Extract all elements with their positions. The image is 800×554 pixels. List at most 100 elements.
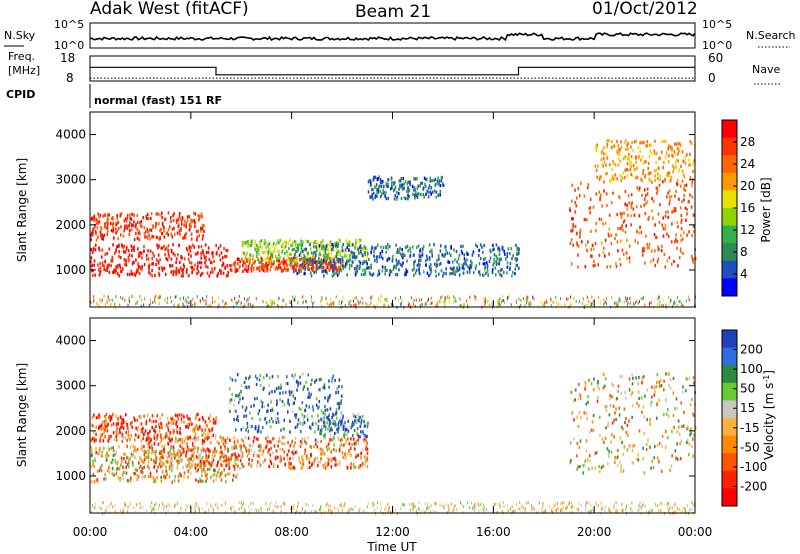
data-cell bbox=[516, 247, 519, 252]
data-cell bbox=[286, 259, 289, 263]
data-cell bbox=[235, 428, 237, 432]
data-cell bbox=[577, 397, 580, 401]
data-cell bbox=[336, 269, 338, 273]
data-cell bbox=[173, 451, 175, 455]
data-cell bbox=[258, 460, 260, 464]
data-cell bbox=[463, 262, 465, 266]
data-cell bbox=[112, 225, 114, 229]
ground-scatter-cell bbox=[401, 298, 403, 302]
data-cell bbox=[216, 470, 219, 474]
data-cell bbox=[608, 213, 611, 217]
data-cell bbox=[282, 242, 285, 246]
data-cell bbox=[163, 266, 166, 270]
data-cell bbox=[256, 251, 258, 255]
data-cell bbox=[393, 264, 395, 268]
data-cell bbox=[493, 253, 496, 257]
data-cell bbox=[661, 434, 664, 438]
ground-scatter-cell bbox=[333, 301, 335, 305]
data-cell bbox=[466, 270, 469, 274]
data-cell bbox=[259, 445, 261, 449]
data-cell bbox=[221, 453, 224, 458]
data-cell bbox=[279, 266, 282, 270]
ground-scatter-cell bbox=[333, 506, 335, 510]
data-cell bbox=[242, 396, 244, 400]
ground-scatter-cell bbox=[636, 299, 638, 303]
data-cell bbox=[422, 270, 425, 274]
data-cell bbox=[315, 442, 317, 446]
data-cell bbox=[639, 149, 641, 154]
data-cell bbox=[178, 243, 180, 248]
freq-tick-top: 18 bbox=[60, 51, 75, 65]
data-cell bbox=[129, 478, 132, 483]
cpid-label: CPID bbox=[6, 88, 35, 101]
freq-label-1: Freq. bbox=[8, 50, 35, 63]
data-cell bbox=[609, 265, 612, 269]
data-cell bbox=[133, 248, 135, 252]
data-cell bbox=[161, 455, 164, 459]
data-cell bbox=[101, 463, 103, 467]
data-cell bbox=[193, 453, 195, 458]
data-cell bbox=[506, 265, 509, 269]
ground-scatter-cell bbox=[99, 304, 101, 308]
data-cell bbox=[688, 163, 690, 167]
data-cell bbox=[305, 454, 308, 458]
data-cell bbox=[665, 372, 667, 376]
data-cell bbox=[327, 253, 329, 257]
data-cell bbox=[118, 467, 120, 471]
data-cell bbox=[335, 391, 337, 395]
data-cell bbox=[352, 251, 354, 255]
data-cell bbox=[606, 156, 609, 160]
ground-scatter-cell bbox=[243, 508, 245, 512]
noise-left-tick-bottom: 10^0 bbox=[54, 39, 84, 52]
data-cell bbox=[253, 436, 256, 440]
data-cell bbox=[315, 403, 318, 407]
data-cell bbox=[276, 241, 278, 245]
data-cell bbox=[91, 231, 93, 235]
data-cell bbox=[158, 212, 160, 217]
data-cell bbox=[150, 420, 153, 424]
data-cell bbox=[288, 461, 290, 465]
data-cell bbox=[282, 260, 285, 265]
ground-scatter-cell bbox=[252, 303, 254, 307]
data-cell bbox=[353, 252, 356, 256]
data-cell bbox=[190, 237, 193, 241]
data-cell bbox=[618, 149, 621, 154]
ground-scatter-cell bbox=[526, 301, 527, 305]
data-cell bbox=[605, 408, 608, 413]
data-cell bbox=[394, 194, 396, 198]
data-cell bbox=[327, 415, 329, 419]
data-cell bbox=[601, 162, 603, 167]
data-cell bbox=[324, 427, 327, 431]
data-cell bbox=[353, 442, 356, 446]
data-cell bbox=[418, 268, 420, 272]
data-cell bbox=[143, 449, 146, 453]
data-cell bbox=[280, 457, 282, 461]
data-cell bbox=[194, 220, 196, 225]
data-cell bbox=[285, 268, 287, 272]
ground-scatter-cell bbox=[502, 295, 504, 299]
data-cell bbox=[98, 452, 101, 456]
data-cell bbox=[375, 194, 377, 198]
data-cell bbox=[93, 259, 96, 263]
data-cell bbox=[222, 436, 225, 440]
data-cell bbox=[233, 440, 236, 444]
data-cell bbox=[202, 418, 205, 422]
data-cell bbox=[324, 466, 327, 470]
data-cell bbox=[360, 272, 363, 277]
data-cell bbox=[197, 270, 200, 274]
data-cell bbox=[671, 222, 673, 226]
data-cell bbox=[169, 434, 171, 438]
data-cell bbox=[328, 441, 330, 445]
data-cell bbox=[678, 149, 680, 153]
data-cell bbox=[656, 381, 658, 385]
data-cell bbox=[356, 255, 358, 259]
data-cell bbox=[423, 176, 426, 180]
data-cell bbox=[407, 197, 409, 201]
data-cell bbox=[204, 464, 207, 468]
data-cell bbox=[611, 382, 613, 386]
data-cell bbox=[643, 248, 645, 252]
data-cell bbox=[313, 462, 315, 466]
data-cell bbox=[140, 224, 143, 228]
ground-scatter-cell bbox=[297, 301, 299, 305]
data-cell bbox=[141, 446, 144, 450]
